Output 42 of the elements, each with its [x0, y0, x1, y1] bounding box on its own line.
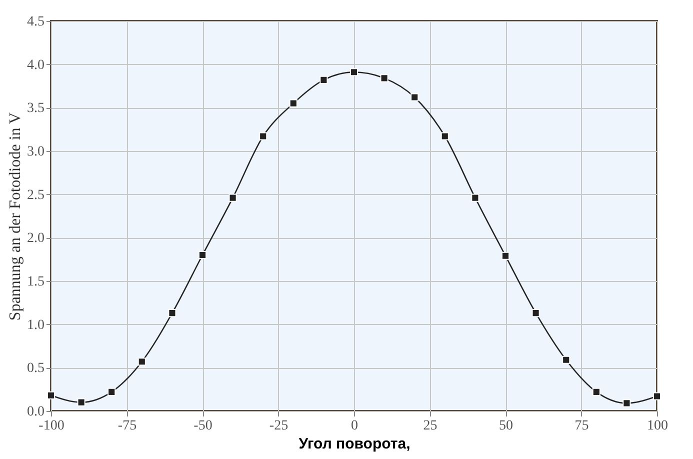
y-tick-label: 0.5: [27, 361, 44, 376]
y-tick-label: 4.5: [27, 14, 44, 30]
point: [471, 194, 480, 202]
point: [592, 388, 600, 396]
point: [289, 99, 298, 108]
point: [228, 194, 237, 202]
y-tick-label: 1.5: [27, 274, 44, 290]
x-tick-label: 100: [647, 418, 668, 434]
point: [410, 93, 419, 102]
point: [259, 132, 268, 140]
point: [380, 74, 388, 82]
point: [46, 391, 56, 400]
point: [440, 132, 449, 140]
point: [532, 309, 540, 318]
x-tick-label: -25: [269, 418, 288, 434]
point: [108, 388, 116, 396]
point: [138, 358, 146, 366]
x-tick-label: 0: [351, 418, 358, 434]
x-axis-title: Угол поворота,: [298, 436, 410, 452]
y-tick-label: 2.5: [27, 188, 44, 203]
point: [622, 399, 631, 408]
point: [501, 252, 510, 260]
y-tick-label: 3.5: [27, 101, 44, 116]
y-tick-label: 3.0: [27, 144, 44, 160]
y-tick-label: 1.0: [27, 318, 44, 333]
point: [652, 392, 662, 400]
y-axis-title: Spannung an der Fotodiode in V: [7, 112, 24, 321]
point: [320, 76, 328, 84]
x-tick-label: -100: [38, 418, 64, 434]
point: [168, 309, 176, 318]
y-tick-label: 4.0: [27, 58, 44, 73]
y-tick-label: 0.0: [27, 404, 44, 420]
point: [77, 398, 86, 406]
point: [562, 356, 570, 364]
x-tick-label: -75: [118, 418, 137, 434]
x-tick-label: 50: [499, 418, 513, 434]
point: [350, 68, 358, 76]
y-tick-label: 2.0: [27, 231, 44, 246]
point: [198, 250, 207, 260]
x-tick-label: -50: [194, 418, 212, 434]
x-tick-label: 25: [423, 418, 438, 434]
x-tick-label: 75: [574, 418, 589, 434]
